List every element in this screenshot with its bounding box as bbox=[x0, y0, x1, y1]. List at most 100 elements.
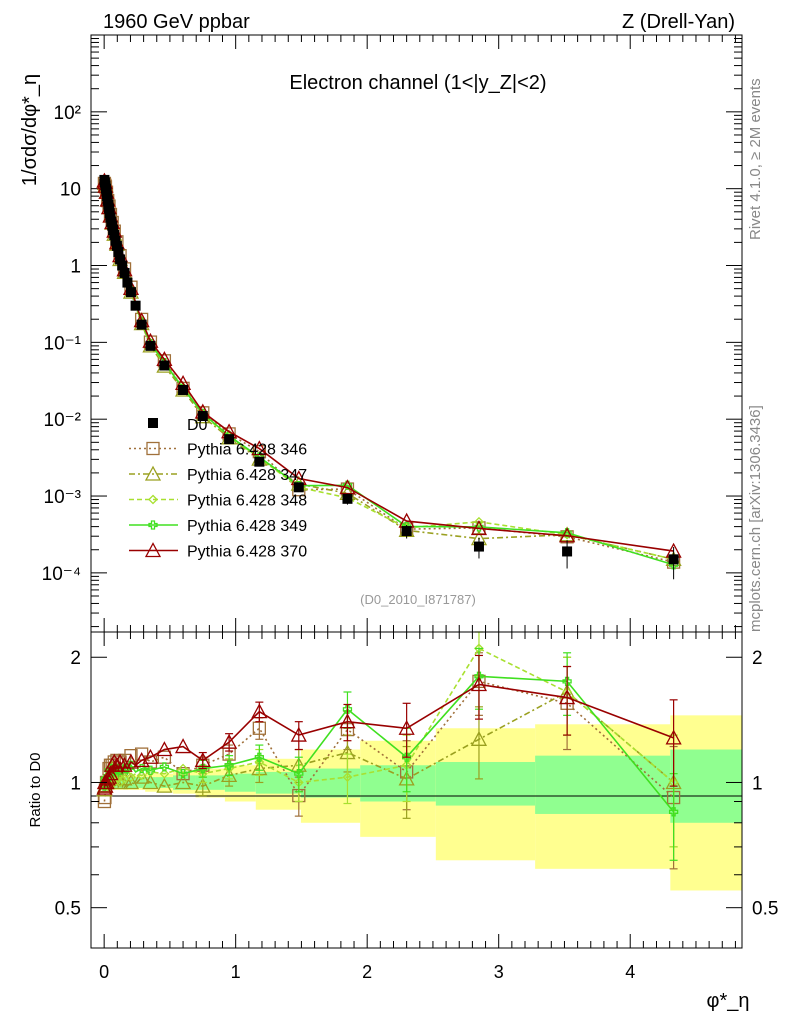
ratio-series-point bbox=[142, 748, 159, 764]
d0-data-point bbox=[224, 434, 235, 445]
ratio-series-point bbox=[156, 777, 173, 793]
main-series-point bbox=[474, 516, 484, 527]
ratio-frame bbox=[90, 631, 743, 949]
ratio-series-point bbox=[342, 704, 353, 714]
d0-data-point bbox=[130, 300, 141, 311]
d0-data-point bbox=[254, 456, 265, 467]
x-tick-label: 1 bbox=[231, 962, 241, 982]
ratio-series-point bbox=[174, 738, 192, 754]
ratio-series-point bbox=[339, 713, 356, 729]
ratio-y-tick-label-left: 0.5 bbox=[55, 899, 81, 920]
d0-data-point bbox=[178, 384, 189, 395]
ratio-band-stat bbox=[224, 773, 256, 792]
ratio-series-point bbox=[251, 703, 268, 719]
ratio-uncertainty-bands bbox=[104, 715, 742, 891]
x-tick-label: 2 bbox=[362, 962, 372, 982]
legend: D0 Pythia 6.428 346 Pythia 6.428 347 Pythia… bbox=[129, 417, 307, 561]
main-data-points bbox=[99, 174, 679, 580]
legend-marker bbox=[144, 542, 162, 558]
ratio-panel: 0 1 2 3 4 0.5 0.5 1 1 2 2 bbox=[55, 631, 778, 982]
header-left: 1960 GeV ppbar bbox=[103, 11, 250, 33]
d0-data-point bbox=[668, 554, 679, 565]
ratio-series-point bbox=[290, 726, 307, 742]
ratio-series-point bbox=[224, 760, 234, 770]
main-y-tick-label: 1 bbox=[70, 257, 81, 278]
legend-label: Pythia 6.428 370 bbox=[187, 544, 307, 561]
d0-data-point bbox=[109, 229, 120, 240]
ratio-series-point bbox=[178, 763, 188, 774]
ratio-series-point bbox=[156, 741, 173, 757]
legend-label: Pythia 6.428 348 bbox=[187, 493, 307, 510]
ratio-band-stat bbox=[670, 749, 742, 823]
d0-data-point bbox=[111, 240, 122, 251]
main-y-tick-label: 10² bbox=[54, 103, 81, 124]
ratio-series-point bbox=[342, 772, 353, 783]
d0-data-point bbox=[125, 287, 136, 298]
ratio-series-point bbox=[398, 719, 415, 735]
main-y-tick-label: 10 bbox=[60, 180, 81, 201]
ratio-series-point bbox=[194, 752, 211, 768]
ratio-series-point bbox=[665, 729, 682, 745]
main-mc-curves bbox=[96, 172, 682, 570]
main-y-tick-label: 10⁻³ bbox=[44, 487, 82, 508]
ratio-series-point bbox=[116, 756, 133, 772]
d0-data-point bbox=[119, 267, 130, 278]
d0-data-point bbox=[113, 246, 124, 257]
rivet-version-label: Rivet 4.1.0, ≥ 2M events bbox=[747, 78, 764, 240]
ratio-y-tick-label-left: 2 bbox=[70, 648, 81, 669]
main-y-tick-label: 10⁻¹ bbox=[44, 333, 82, 354]
main-panel: 10⁻⁴ 10⁻³ 10⁻² 10⁻¹ 1 10 10² bbox=[42, 34, 743, 633]
ratio-series-point bbox=[401, 752, 412, 762]
ratio-axis-ticks: 0 1 2 3 4 0.5 0.5 1 1 2 2 bbox=[55, 632, 778, 982]
d0-data-point bbox=[115, 254, 126, 265]
ratio-series-point bbox=[474, 671, 484, 681]
legend-marker bbox=[144, 465, 162, 481]
d0-data-point bbox=[117, 260, 128, 271]
x-tick-label: 4 bbox=[625, 962, 635, 982]
d0-data-point bbox=[145, 340, 156, 351]
d0-data-point bbox=[293, 482, 304, 493]
ratio-series-point bbox=[145, 767, 156, 777]
ratio-y-tick-label-left: 1 bbox=[70, 773, 81, 794]
ratio-y-label: Ratio to D0 bbox=[27, 752, 44, 827]
d0-data-point bbox=[136, 319, 147, 330]
ratio-band-stat bbox=[255, 771, 301, 794]
ratio-series-point bbox=[126, 772, 136, 783]
main-series-point bbox=[339, 479, 356, 495]
ratio-band-stat bbox=[120, 777, 124, 788]
legend-marker bbox=[146, 441, 160, 456]
d0-data-point bbox=[342, 493, 353, 504]
ratio-series-point bbox=[178, 769, 188, 779]
main-frame bbox=[90, 34, 743, 633]
ratio-series-point bbox=[159, 768, 170, 779]
d0-data-point bbox=[197, 411, 208, 422]
ratio-series-point bbox=[470, 676, 488, 692]
d0-data-point bbox=[159, 360, 170, 371]
main-y-tick-label: 10⁻⁴ bbox=[42, 564, 81, 585]
legend-marker bbox=[148, 520, 158, 530]
ratio-series-point bbox=[221, 733, 238, 749]
ratio-series-point bbox=[142, 774, 159, 790]
d0-data-point bbox=[122, 277, 133, 288]
main-y-tick-label: 10⁻² bbox=[44, 410, 82, 431]
ratio-series-point bbox=[254, 752, 264, 762]
ratio-series-point bbox=[294, 769, 304, 779]
header-right: Z (Drell-Yan) bbox=[622, 11, 735, 33]
ratio-series-point bbox=[122, 753, 140, 769]
legend-marker bbox=[148, 494, 158, 505]
legend-d0-marker bbox=[148, 418, 158, 428]
main-y-label: 1/σdσ/dφ*_η bbox=[19, 74, 41, 186]
x-tick-label: 0 bbox=[99, 962, 109, 982]
chart-title: Electron channel (1<|y_Z|<2) bbox=[289, 72, 546, 94]
ratio-mc-curves bbox=[96, 631, 682, 870]
ratio-y-tick-label-right: 0.5 bbox=[752, 899, 778, 920]
ratio-series-point bbox=[558, 689, 576, 705]
ratio-series-point bbox=[157, 750, 172, 764]
ratio-band-stat bbox=[173, 775, 196, 790]
ratio-series-point bbox=[136, 770, 147, 781]
ratio-band-stat bbox=[300, 768, 361, 798]
d0-data-point bbox=[562, 546, 573, 557]
ratio-band-stat bbox=[155, 777, 174, 788]
ratio-y-tick-label-right: 1 bbox=[752, 773, 763, 794]
ratio-series-point bbox=[136, 763, 147, 774]
